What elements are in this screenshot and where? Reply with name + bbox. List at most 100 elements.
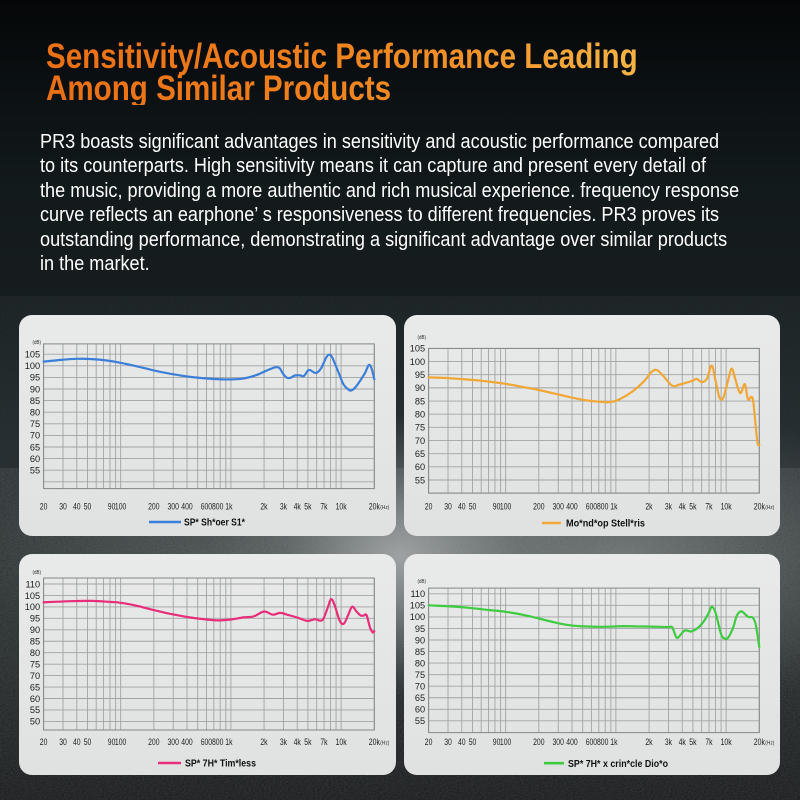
svg-text:80: 80 [415, 410, 425, 420]
svg-text:30: 30 [444, 736, 452, 747]
svg-text:90: 90 [415, 635, 425, 645]
svg-text:Mo*nd*op Stell*ris: Mo*nd*op Stell*ris [566, 519, 645, 530]
svg-text:65: 65 [30, 682, 40, 692]
svg-text:(Hz): (Hz) [380, 741, 389, 747]
svg-text:80: 80 [30, 648, 40, 658]
svg-text:2k: 2k [645, 501, 652, 512]
svg-text:85: 85 [30, 637, 40, 647]
svg-text:3k: 3k [280, 736, 287, 747]
svg-text:65: 65 [415, 693, 425, 703]
svg-text:1k: 1k [225, 501, 232, 512]
svg-text:10k: 10k [721, 501, 732, 512]
svg-text:800: 800 [597, 736, 608, 747]
svg-text:4k: 4k [294, 736, 301, 747]
svg-text:2k: 2k [260, 501, 267, 512]
svg-text:70: 70 [415, 682, 425, 692]
svg-text:85: 85 [30, 396, 40, 406]
svg-text:20k: 20k [369, 501, 380, 512]
svg-text:30: 30 [444, 501, 452, 512]
svg-text:7k: 7k [320, 736, 327, 747]
svg-text:SP* Sh*oer S1*: SP* Sh*oer S1* [184, 518, 245, 529]
svg-text:20: 20 [425, 736, 433, 747]
svg-text:50: 50 [84, 736, 92, 747]
svg-text:85: 85 [415, 396, 425, 406]
svg-text:(dB): (dB) [33, 570, 42, 576]
svg-text:95: 95 [415, 624, 425, 634]
svg-text:200: 200 [533, 501, 544, 512]
svg-text:20: 20 [40, 736, 48, 747]
svg-text:(dB): (dB) [33, 340, 42, 346]
svg-text:70: 70 [415, 436, 425, 446]
svg-text:7k: 7k [320, 501, 327, 512]
svg-text:65: 65 [415, 449, 425, 459]
svg-text:(Hz): (Hz) [765, 741, 774, 747]
svg-text:110: 110 [410, 589, 425, 599]
svg-text:90: 90 [30, 384, 40, 394]
svg-text:(Hz): (Hz) [380, 505, 389, 511]
svg-text:75: 75 [415, 423, 425, 433]
svg-text:7k: 7k [705, 736, 712, 747]
svg-text:20: 20 [40, 501, 48, 512]
svg-text:100: 100 [115, 501, 126, 512]
svg-text:50: 50 [84, 501, 92, 512]
svg-text:60: 60 [30, 454, 40, 464]
svg-text:70: 70 [30, 431, 40, 441]
svg-text:90: 90 [415, 383, 425, 393]
svg-text:3k: 3k [665, 736, 672, 747]
svg-text:(dB): (dB) [418, 579, 427, 585]
svg-text:SP* 7H* x crin*cle Dio*o: SP* 7H* x crin*cle Dio*o [568, 759, 668, 770]
svg-text:300: 300 [553, 736, 564, 747]
svg-text:600: 600 [586, 736, 597, 747]
svg-text:85: 85 [415, 647, 425, 657]
svg-text:SP* 7H* Tim*less: SP* 7H* Tim*less [185, 759, 256, 770]
svg-text:1k: 1k [610, 736, 617, 747]
svg-text:40: 40 [73, 736, 81, 747]
svg-text:70: 70 [30, 671, 40, 681]
svg-text:90: 90 [108, 501, 116, 512]
svg-text:75: 75 [415, 670, 425, 680]
svg-text:50: 50 [469, 736, 477, 747]
svg-text:100: 100 [115, 736, 126, 747]
svg-text:110: 110 [25, 579, 40, 589]
svg-text:105: 105 [25, 350, 40, 360]
svg-text:100: 100 [25, 361, 40, 371]
svg-text:200: 200 [533, 736, 544, 747]
svg-text:100: 100 [410, 357, 425, 367]
svg-text:600: 600 [201, 501, 212, 512]
svg-text:50: 50 [30, 717, 40, 727]
svg-text:10k: 10k [336, 736, 347, 747]
svg-text:40: 40 [458, 736, 466, 747]
svg-text:4k: 4k [679, 736, 686, 747]
svg-text:800: 800 [597, 501, 608, 512]
svg-text:55: 55 [415, 475, 425, 485]
svg-text:90: 90 [30, 625, 40, 635]
svg-text:600: 600 [586, 501, 597, 512]
svg-text:10k: 10k [336, 501, 347, 512]
svg-text:300: 300 [553, 501, 564, 512]
svg-text:20k: 20k [754, 501, 765, 512]
svg-text:3k: 3k [665, 501, 672, 512]
svg-text:80: 80 [30, 408, 40, 418]
svg-text:400: 400 [566, 501, 577, 512]
svg-text:5k: 5k [689, 736, 696, 747]
svg-text:100: 100 [25, 602, 40, 612]
svg-text:100: 100 [410, 612, 425, 622]
svg-text:20k: 20k [369, 736, 380, 747]
svg-text:105: 105 [410, 344, 425, 354]
svg-text:40: 40 [458, 501, 466, 512]
svg-text:30: 30 [59, 736, 67, 747]
svg-text:55: 55 [30, 466, 40, 476]
svg-text:400: 400 [181, 736, 192, 747]
svg-text:5k: 5k [304, 501, 311, 512]
svg-text:95: 95 [30, 614, 40, 624]
svg-text:100: 100 [500, 501, 511, 512]
svg-text:40: 40 [73, 501, 81, 512]
svg-text:20: 20 [425, 501, 433, 512]
svg-text:2k: 2k [645, 736, 652, 747]
svg-text:10k: 10k [721, 736, 732, 747]
svg-text:4k: 4k [679, 501, 686, 512]
svg-text:1k: 1k [610, 501, 617, 512]
svg-text:300: 300 [168, 501, 179, 512]
svg-text:200: 200 [148, 736, 159, 747]
svg-text:800: 800 [212, 501, 223, 512]
